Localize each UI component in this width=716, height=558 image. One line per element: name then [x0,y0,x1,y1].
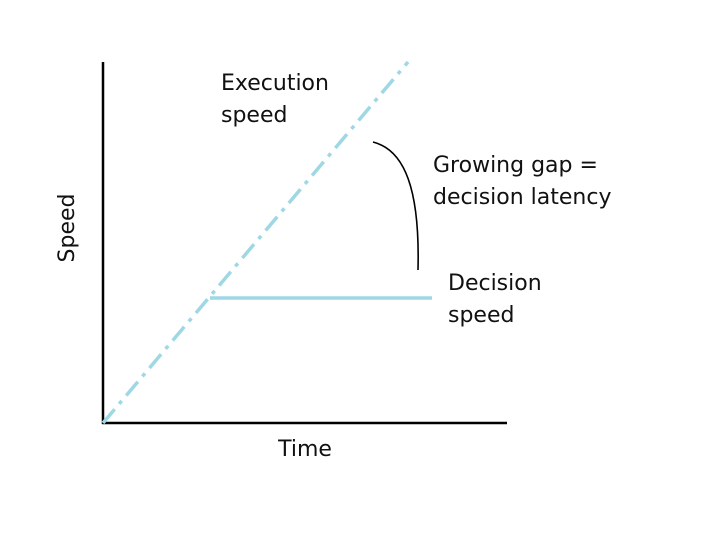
execution-label: Execution [221,71,329,96]
annotation: Growing gap = [433,153,598,178]
decision-label: Decision [448,271,542,296]
decision-label: speed [448,303,514,328]
y-axis-label: Speed [55,194,80,263]
x-axis-label: Time [277,437,332,462]
gap-bracket [372,141,419,271]
execution-speed-line [101,60,410,425]
annotation: decision latency [433,185,612,210]
execution-label: speed [221,103,287,128]
